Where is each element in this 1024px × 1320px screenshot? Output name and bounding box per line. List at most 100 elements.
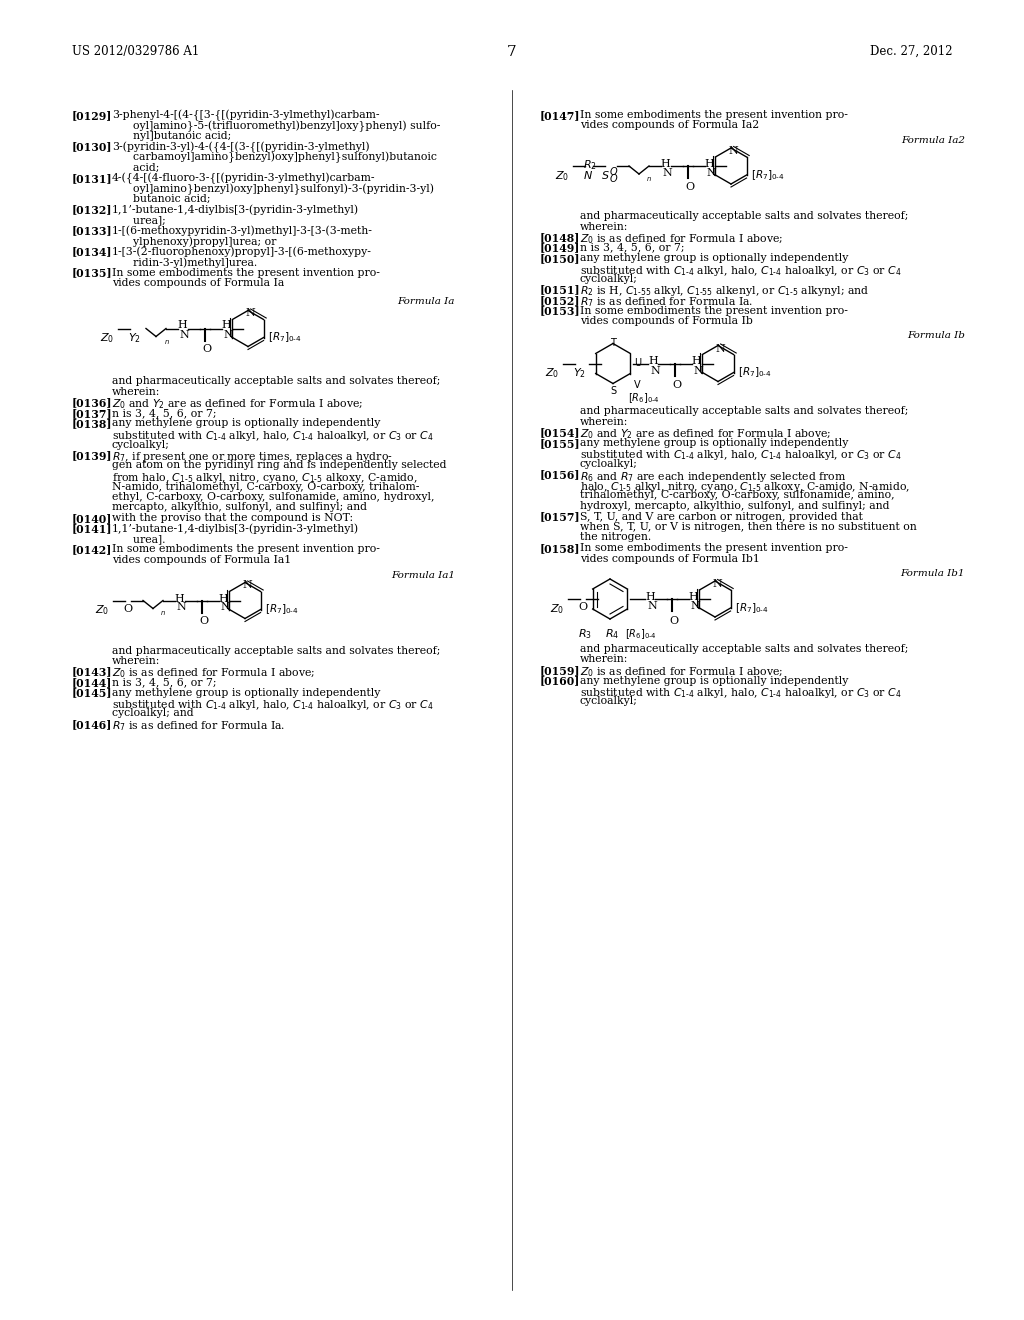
Text: [0132]: [0132] [72,205,113,215]
Text: H: H [660,158,670,169]
Text: vides compounds of Formula Ib: vides compounds of Formula Ib [580,315,753,326]
Text: wherein:: wherein: [112,387,161,397]
Text: H: H [174,594,183,603]
Text: N: N [176,602,185,612]
Text: $[R_7]_{0\text{-}4}$: $[R_7]_{0\text{-}4}$ [268,330,302,345]
Text: [0150]: [0150] [540,253,581,264]
Text: N: N [715,343,725,354]
Text: halo, $C_{1\text{-}5}$ alkyl, nitro, cyano, $C_{1\text{-}5}$ alkoxy, C-amido, N-: halo, $C_{1\text{-}5}$ alkyl, nitro, cya… [580,480,910,494]
Text: $[R_7]_{0\text{-}4}$: $[R_7]_{0\text{-}4}$ [738,366,772,379]
Text: H: H [177,321,186,330]
Text: $Y_2$: $Y_2$ [128,331,141,346]
Text: vides compounds of Formula Ia2: vides compounds of Formula Ia2 [580,120,759,131]
Text: substituted with $C_{1\text{-}4}$ alkyl, halo, $C_{1\text{-}4}$ haloalkyl, or $C: substituted with $C_{1\text{-}4}$ alkyl,… [580,449,901,462]
Text: N: N [223,330,232,341]
Text: O: O [123,603,132,614]
Text: substituted with $C_{1\text{-}4}$ alkyl, halo, $C_{1\text{-}4}$ haloalkyl, or $C: substituted with $C_{1\text{-}4}$ alkyl,… [580,686,901,700]
Text: and pharmaceutically acceptable salts and solvates thereof;: and pharmaceutically acceptable salts an… [580,211,908,220]
Text: N: N [706,168,716,178]
Text: [0133]: [0133] [72,226,113,236]
Text: N-amido, trihalomethyl, C-carboxy, O-carboxy, trihalom-: N-amido, trihalomethyl, C-carboxy, O-car… [112,482,420,491]
Text: N: N [220,602,229,612]
Text: n is 3, 4, 5, 6, or 7;: n is 3, 4, 5, 6, or 7; [112,677,216,686]
Text: any methylene group is optionally independently: any methylene group is optionally indepe… [580,253,848,263]
Text: N: N [712,579,722,589]
Text: Formula Ib1: Formula Ib1 [900,569,965,578]
Text: [0155]: [0155] [540,438,581,449]
Text: V: V [634,380,641,391]
Text: [0131]: [0131] [72,173,113,183]
Text: [0149]: [0149] [540,243,581,253]
Text: substituted with $C_{1\text{-}4}$ alkyl, halo, $C_{1\text{-}4}$ haloalkyl, or $C: substituted with $C_{1\text{-}4}$ alkyl,… [112,429,433,444]
Text: urea].: urea]. [112,535,166,544]
Text: H: H [221,321,230,330]
Text: [0134]: [0134] [72,247,113,257]
Text: $S$: $S$ [601,169,609,181]
Text: H: H [705,158,714,169]
Text: [0153]: [0153] [540,305,581,317]
Text: $Z_0$ is as defined for Formula I above;: $Z_0$ is as defined for Formula I above; [580,665,783,678]
Text: $R_7$, if present one or more times, replaces a hydro-: $R_7$, if present one or more times, rep… [112,450,393,465]
Text: Formula Ia1: Formula Ia1 [391,570,455,579]
Text: N: N [693,366,702,375]
Text: $Z_0$ and $Y_2$ are as defined for Formula I above;: $Z_0$ and $Y_2$ are as defined for Formu… [112,397,364,411]
Text: O: O [199,616,208,627]
Text: N: N [647,601,656,611]
Text: 1,1’-butane-1,4-diylbis[3-(pyridin-3-ylmethyl): 1,1’-butane-1,4-diylbis[3-(pyridin-3-ylm… [112,524,359,535]
Text: and pharmaceutically acceptable salts and solvates thereof;: and pharmaceutically acceptable salts an… [580,644,908,653]
Text: Formula Ia2: Formula Ia2 [901,136,965,145]
Text: cycloalkyl;: cycloalkyl; [580,459,638,469]
Text: [0157]: [0157] [540,511,581,523]
Text: [0137]: [0137] [72,408,113,418]
Text: substituted with $C_{1\text{-}4}$ alkyl, halo, $C_{1\text{-}4}$ haloalkyl, or $C: substituted with $C_{1\text{-}4}$ alkyl,… [112,698,433,711]
Text: trihalomethyl, C-carboxy, O-carboxy, sulfonamide, amino,: trihalomethyl, C-carboxy, O-carboxy, sul… [580,491,895,500]
Text: [0141]: [0141] [72,524,113,535]
Text: $Z_0$ is as defined for Formula I above;: $Z_0$ is as defined for Formula I above; [580,232,783,246]
Text: 3-(pyridin-3-yl)-4-({4-[(3-{[(pyridin-3-ylmethyl): 3-(pyridin-3-yl)-4-({4-[(3-{[(pyridin-3-… [112,141,370,153]
Text: In some embodiments the present invention pro-: In some embodiments the present inventio… [112,268,380,277]
Text: $Z_0$ is as defined for Formula I above;: $Z_0$ is as defined for Formula I above; [112,667,315,680]
Text: ethyl, C-carboxy, O-carboxy, sulfonamide, amino, hydroxyl,: ethyl, C-carboxy, O-carboxy, sulfonamide… [112,492,434,502]
Text: any methylene group is optionally independently: any methylene group is optionally indepe… [112,688,380,697]
Text: $[R_6]_{0\text{-}4}$: $[R_6]_{0\text{-}4}$ [628,392,659,405]
Text: $O$: $O$ [609,165,618,177]
Text: N: N [179,330,188,341]
Text: S, T, U, and V are carbon or nitrogen, provided that: S, T, U, and V are carbon or nitrogen, p… [580,511,863,521]
Text: ridin-3-yl)methyl]urea.: ridin-3-yl)methyl]urea. [112,257,257,268]
Text: H: H [648,356,657,367]
Text: $O$: $O$ [609,172,618,183]
Text: vides compounds of Formula Ia: vides compounds of Formula Ia [112,279,285,288]
Text: [0145]: [0145] [72,688,113,698]
Text: T: T [610,338,615,348]
Text: and pharmaceutically acceptable salts and solvates thereof;: and pharmaceutically acceptable salts an… [580,407,908,417]
Text: N: N [650,366,659,375]
Text: S: S [610,385,616,396]
Text: cycloalkyl;: cycloalkyl; [580,697,638,706]
Text: $_n$: $_n$ [164,337,170,346]
Text: O: O [672,380,681,391]
Text: US 2012/0329786 A1: US 2012/0329786 A1 [72,45,200,58]
Text: acid;: acid; [112,162,160,173]
Text: 1-[3-(2-fluorophenoxy)propyl]-3-[(6-methoxypy-: 1-[3-(2-fluorophenoxy)propyl]-3-[(6-meth… [112,247,372,257]
Text: [0146]: [0146] [72,719,113,730]
Text: wherein:: wherein: [580,417,629,426]
Text: [0147]: [0147] [540,110,581,121]
Text: nyl]butanoic acid;: nyl]butanoic acid; [112,131,231,141]
Text: [0138]: [0138] [72,418,113,429]
Text: wherein:: wherein: [112,656,161,667]
Text: 1,1’-butane-1,4-diylbis[3-(pyridin-3-ylmethyl): 1,1’-butane-1,4-diylbis[3-(pyridin-3-ylm… [112,205,359,215]
Text: wherein:: wherein: [580,222,629,231]
Text: $R_2$: $R_2$ [583,158,597,172]
Text: n is 3, 4, 5, 6, or 7;: n is 3, 4, 5, 6, or 7; [112,408,216,418]
Text: [0135]: [0135] [72,268,113,279]
Text: [0151]: [0151] [540,285,581,296]
Text: O: O [202,345,211,355]
Text: $[R_7]_{0\text{-}4}$: $[R_7]_{0\text{-}4}$ [735,601,769,615]
Text: mercapto, alkylthio, sulfonyl, and sulfinyl; and: mercapto, alkylthio, sulfonyl, and sulfi… [112,503,367,512]
Text: [0159]: [0159] [540,665,581,676]
Text: $R_6$ and $R_7$ are each independently selected from: $R_6$ and $R_7$ are each independently s… [580,470,847,483]
Text: [0156]: [0156] [540,470,581,480]
Text: O: O [578,602,587,612]
Text: Formula Ib: Formula Ib [907,331,965,341]
Text: In some embodiments the present invention pro-: In some embodiments the present inventio… [580,543,848,553]
